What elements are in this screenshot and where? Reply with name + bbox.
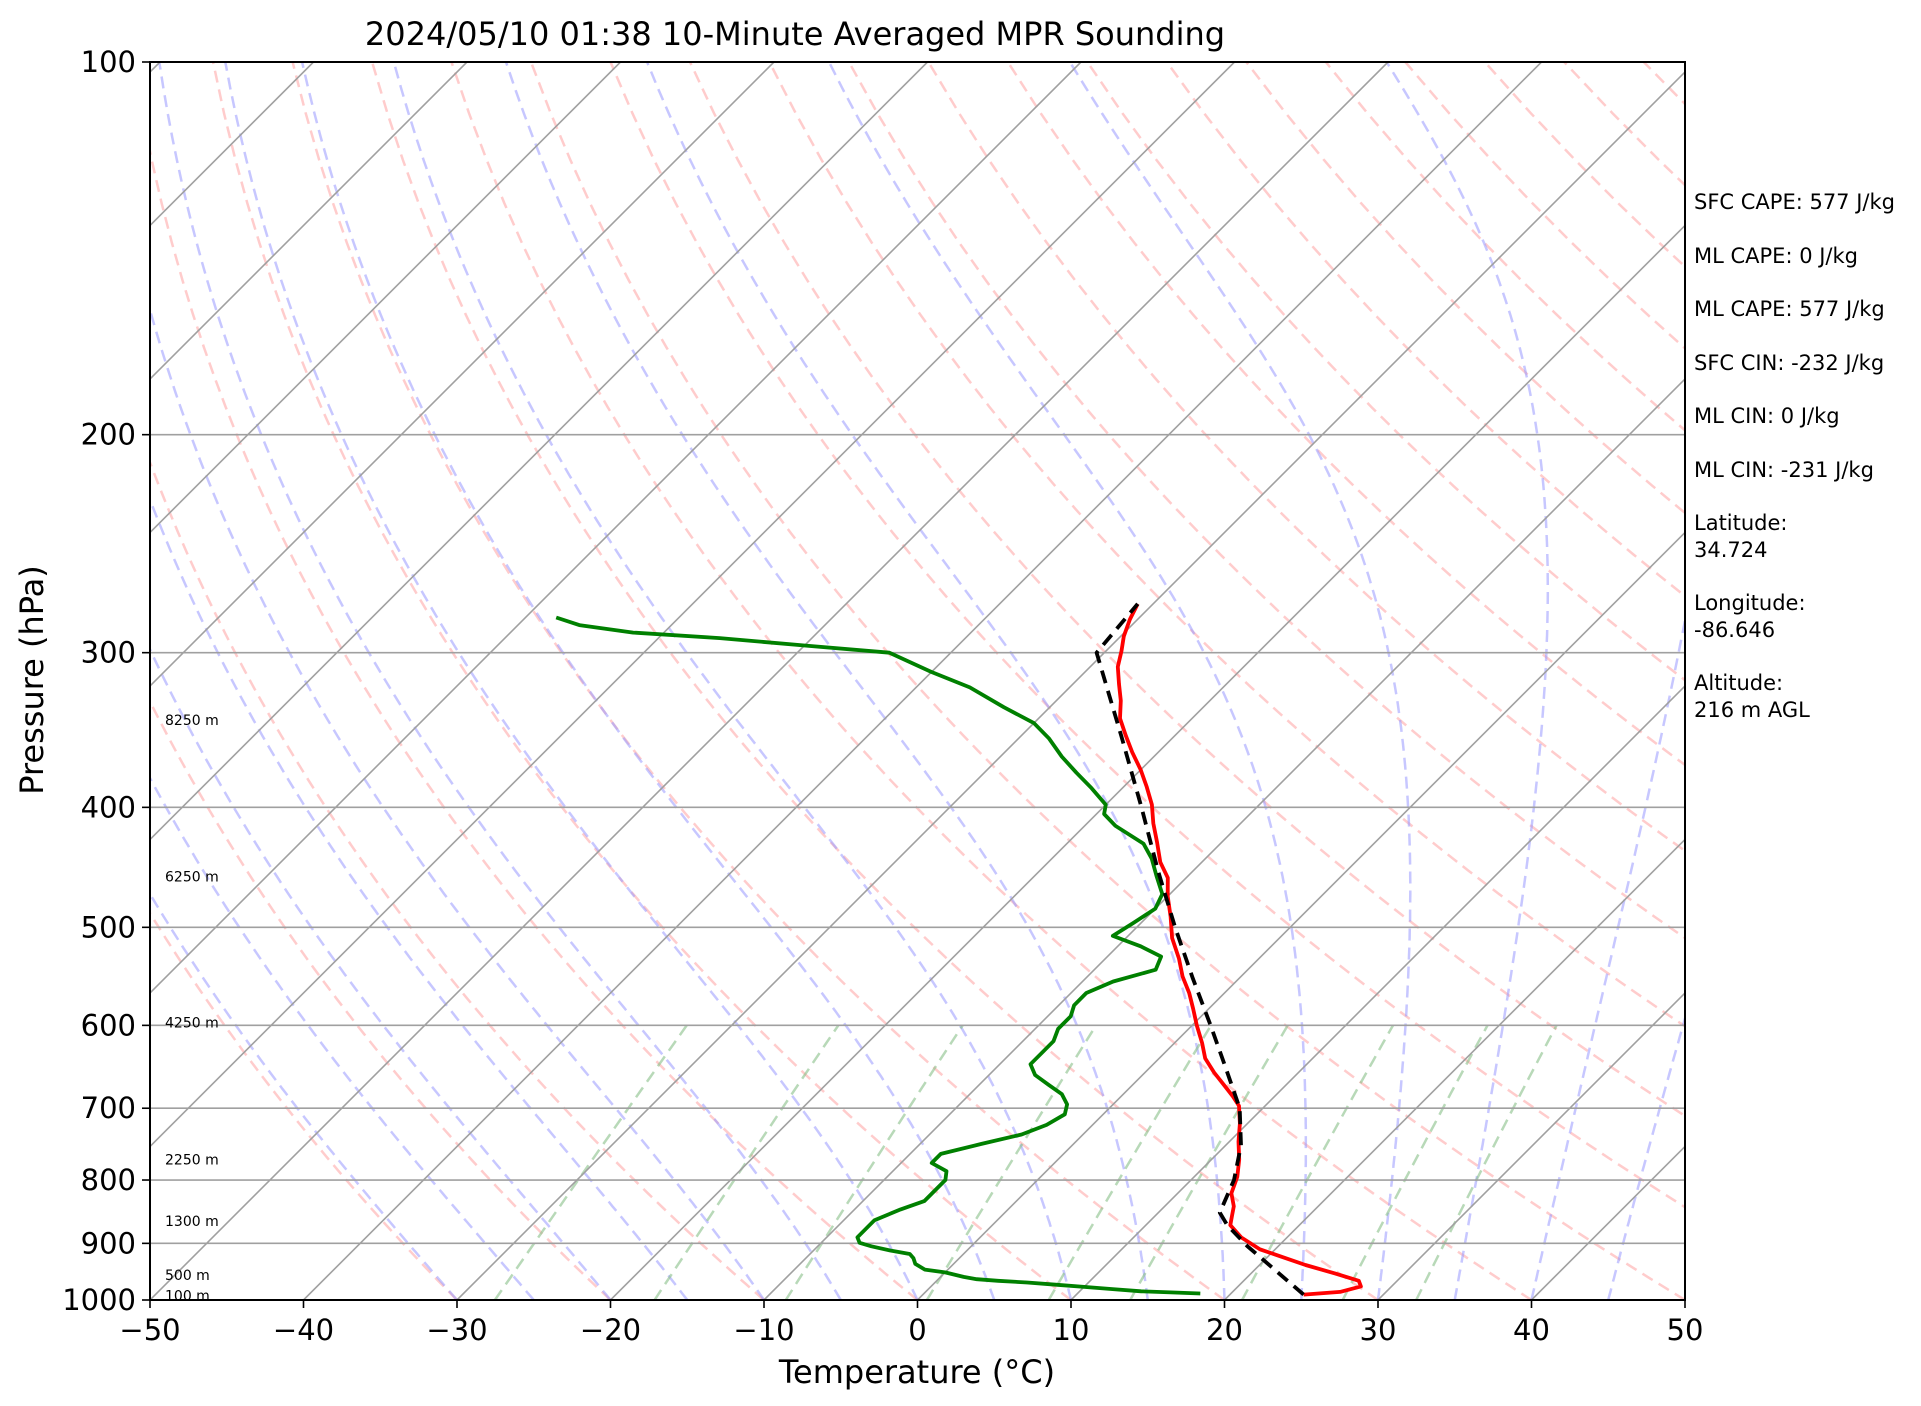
y-tick-label: 900 [81, 1226, 136, 1260]
isotherm [150, 62, 775, 688]
height-labels: 100 m 500 m 1300 m 2250 m 4250 m 6250 m 8250 m [165, 713, 219, 1305]
x-tick-label: 20 [1206, 1313, 1243, 1347]
isotherm [1377, 991, 1685, 1300]
isotherm [1070, 684, 1685, 1300]
x-axis-label: Temperature (°C) [778, 1353, 1055, 1391]
isotherm [150, 62, 622, 534]
info-longitude-value: -86.646 [1694, 618, 1775, 642]
moist-adiabat [224, 62, 919, 1300]
y-tick-label: 600 [81, 1008, 136, 1042]
parcel-profile [1094, 602, 1305, 1297]
height-label: 8250 m [165, 713, 219, 729]
isotherm [150, 62, 1082, 995]
y-tick-label: 200 [81, 418, 136, 452]
sounding-profiles [555, 602, 1363, 1297]
info-ml-cape: ML CAPE: 0 J/kg [1694, 244, 1858, 268]
isotherm [150, 62, 929, 841]
isotherm [150, 62, 1236, 1148]
y-tick-label: 800 [81, 1163, 136, 1197]
isotherm [150, 62, 468, 381]
isotherm [456, 70, 1685, 1300]
x-tick-label: −30 [426, 1313, 487, 1347]
sounding-info-box: SFC CAPE: 577 J/kg ML CAPE: 0 J/kg ML CA… [1694, 190, 1895, 722]
moist-adiabat [1385, 62, 1550, 1300]
moist-adiabat [1530, 614, 1685, 1300]
isotherm [302, 62, 1543, 1300]
moist-adiabat [150, 305, 766, 1300]
info-sfc-cin: SFC CIN: -232 J/kg [1694, 351, 1884, 375]
y-tick-label: 100 [81, 45, 136, 79]
isotherm [609, 224, 1685, 1300]
info-latitude-value: 34.724 [1694, 538, 1767, 562]
height-label: 500 m [165, 1268, 210, 1284]
x-tick-label: −40 [273, 1313, 334, 1347]
y-tick-label: 400 [81, 790, 136, 824]
y-tick-label: 500 [81, 910, 136, 944]
dry-adiabat [768, 62, 1685, 1028]
pressure-gridlines [150, 62, 1685, 1300]
x-tick-label: −50 [119, 1313, 180, 1347]
info-altitude-label: Altitude: [1694, 671, 1783, 695]
dry-adiabat [150, 910, 458, 1300]
isotherm [763, 377, 1685, 1300]
y-tick-label: 700 [81, 1091, 136, 1125]
x-tick-label: −20 [580, 1313, 641, 1347]
dry-adiabat [211, 62, 1072, 1300]
moist-adiabat [150, 775, 535, 1300]
temperature-profile [1115, 603, 1363, 1297]
moist-adiabat [827, 62, 1308, 1300]
moist-adiabat [150, 891, 458, 1300]
dry-adiabat [847, 62, 1685, 940]
x-tick-label: 40 [1513, 1313, 1550, 1347]
x-tick-label: 10 [1053, 1313, 1090, 1347]
isotherm [916, 531, 1685, 1300]
chart-title: 2024/05/10 01:38 10-Minute Averaged MPR … [365, 15, 1225, 53]
moist-adiabat [300, 62, 996, 1300]
mixing-ratio-line [493, 1024, 688, 1300]
y-tick-label: 1000 [62, 1283, 136, 1317]
dry-adiabat [150, 698, 612, 1300]
info-ml-cape-2: ML CAPE: 577 J/kg [1694, 297, 1885, 321]
info-longitude-label: Longitude: [1694, 591, 1806, 615]
height-label: 1300 m [165, 1214, 219, 1230]
axes: −50 −40 −30 −20 −10 0 10 20 30 40 50 1000 900 800 700 6… [62, 45, 1703, 1347]
moist-adiabat [1068, 62, 1412, 1300]
x-tick-label: −10 [733, 1313, 794, 1347]
info-ml-cin-2: ML CIN: -231 J/kg [1694, 458, 1874, 482]
moist-adiabat [392, 62, 1073, 1300]
height-label: 2250 m [165, 1152, 219, 1168]
dewpoint-profile [555, 615, 1201, 1296]
dry-adiabat [450, 62, 1533, 1300]
isotherm [150, 62, 1389, 1300]
x-tick-label: 30 [1360, 1313, 1397, 1347]
info-sfc-cape: SFC CAPE: 577 J/kg [1694, 190, 1895, 214]
dry-adiabat [688, 62, 1685, 1118]
dry-adiabat [370, 62, 1379, 1300]
y-tick-label: 300 [81, 636, 136, 670]
height-label: 4250 m [165, 1016, 219, 1032]
dry-adiabat [150, 145, 919, 1300]
height-label: 6250 m [165, 870, 219, 886]
moist-adiabat [158, 62, 842, 1300]
info-latitude-label: Latitude: [1694, 511, 1788, 535]
y-axis-label: Pressure (hPa) [13, 565, 51, 795]
info-ml-cin: ML CIN: 0 J/kg [1694, 404, 1840, 428]
dry-adiabat [927, 62, 1685, 853]
isotherm [1223, 838, 1685, 1300]
x-tick-label: 50 [1667, 1313, 1704, 1347]
background-lines [150, 62, 1685, 1300]
x-tick-label: 0 [908, 1313, 926, 1347]
dry-adiabat [291, 62, 1226, 1300]
height-label: 100 m [165, 1289, 210, 1305]
dry-adiabat [609, 62, 1685, 1209]
info-altitude-value: 216 m AGL [1694, 698, 1810, 722]
dry-adiabat [1165, 62, 1685, 598]
dry-adiabat [529, 62, 1685, 1300]
